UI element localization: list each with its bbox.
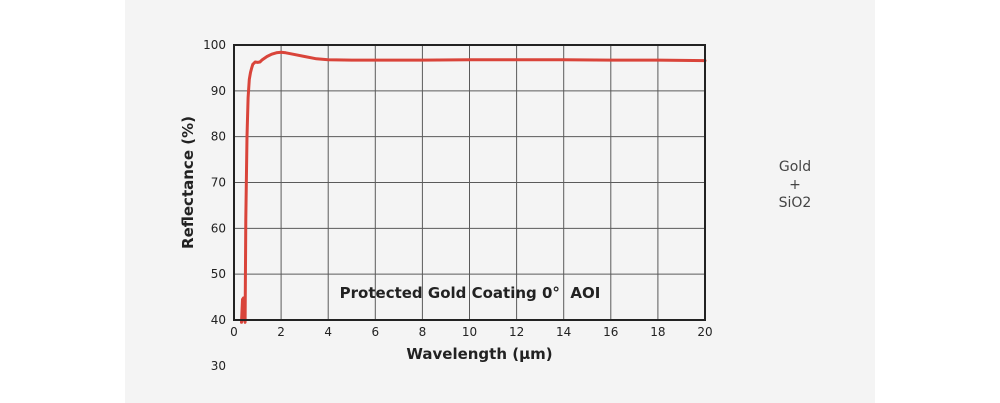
y-tick-label: 70 — [211, 176, 226, 190]
y-tick-label-extra: 30 — [211, 359, 226, 373]
x-tick-label: 4 — [324, 325, 332, 339]
x-tick-labels: 0 2 4 6 8 10 12 14 16 18 20 — [230, 325, 712, 339]
reflectance-line — [240, 50, 707, 324]
x-tick-label: 18 — [650, 325, 665, 339]
x-tick-label: 2 — [277, 325, 285, 339]
y-tick-label: 60 — [211, 221, 226, 235]
coating-material-gold: Gold — [778, 159, 812, 175]
x-tick-label: 20 — [697, 325, 712, 339]
y-tick-label: 100 — [203, 38, 226, 52]
chart-title: Protected Gold Coating 0° AOI — [340, 284, 601, 302]
coating-composition-note: Gold + SiO2 — [760, 158, 830, 212]
x-tick-label: 12 — [509, 325, 524, 339]
coating-material-sio2: SiO2 — [778, 195, 812, 211]
x-tick-label: 0 — [230, 325, 238, 339]
y-tick-label: 50 — [211, 267, 226, 281]
x-tick-label: 8 — [419, 325, 427, 339]
x-tick-label: 14 — [556, 325, 571, 339]
y-tick-label: 90 — [211, 84, 226, 98]
x-tick-label: 10 — [462, 325, 477, 339]
coating-plus-sign: + — [789, 177, 801, 193]
grid — [233, 44, 706, 321]
y-tick-label: 80 — [211, 130, 226, 144]
x-tick-label: 16 — [603, 325, 618, 339]
figure-panel — [125, 0, 875, 403]
y-tick-label: 40 — [211, 313, 226, 327]
x-axis-label: Wavelength (μm) — [406, 345, 552, 363]
y-tick-labels: 40 50 60 70 80 90 100 — [203, 38, 226, 327]
plot-frame — [233, 44, 706, 321]
y-axis-label: Reflectance (%) — [179, 116, 197, 249]
x-tick-label: 6 — [371, 325, 379, 339]
